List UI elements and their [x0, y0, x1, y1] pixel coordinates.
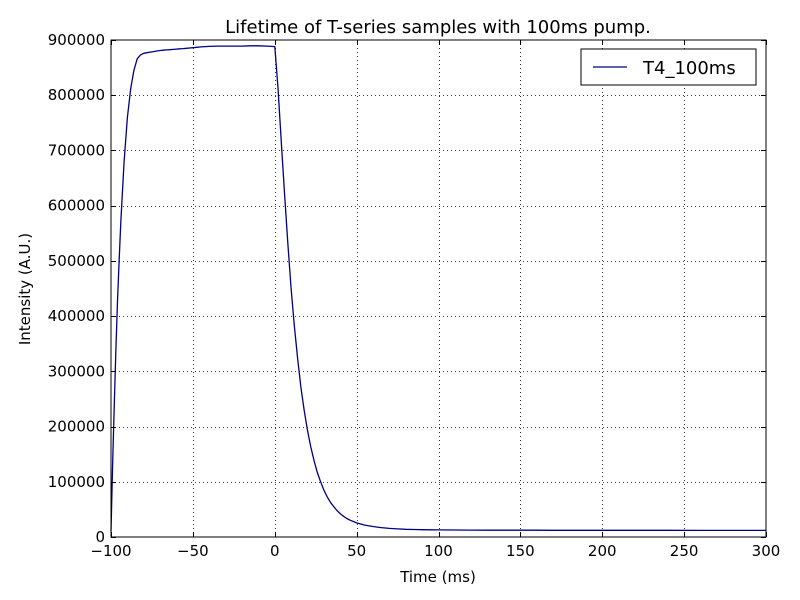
x-tick-label: 200 [588, 542, 617, 560]
x-tick-label: 300 [752, 542, 781, 560]
x-tick-label: 100 [424, 542, 453, 560]
legend-label: T4_100ms [642, 58, 736, 79]
y-tick-label: 200000 [48, 418, 105, 436]
x-tick-label: 150 [506, 542, 535, 560]
plot-frame [110, 39, 767, 538]
y-tick-label: 900000 [48, 31, 105, 49]
y-tick-label: 600000 [48, 197, 105, 215]
series-line-t4-100ms [110, 45, 766, 532]
series-layer [110, 45, 766, 532]
y-tick-labels: 0 100000 200000 300000 400000 500000 600000 700… [48, 31, 105, 546]
y-axis-label: Intensity (A.U.) [16, 233, 34, 345]
x-tick-labels: −100 −50 0 50 100 150 200 250 300 [90, 542, 780, 560]
x-tick-label: 250 [670, 542, 699, 560]
plot-background [111, 40, 766, 537]
y-tick-label: 500000 [48, 252, 105, 270]
x-tick-label: −100 [90, 542, 131, 560]
x-axis-label: Time (ms) [399, 568, 476, 586]
y-tick-label: 0 [95, 528, 105, 546]
x-tick-label: 0 [270, 542, 280, 560]
y-tick-label: 400000 [48, 307, 105, 325]
grid [111, 40, 766, 537]
chart-title: Lifetime of T-series samples with 100ms … [225, 17, 651, 38]
x-tick-label: 50 [347, 542, 366, 560]
y-tick-label: 700000 [48, 141, 105, 159]
y-tick-label: 300000 [48, 362, 105, 380]
ticks [111, 40, 767, 538]
x-tick-label: −50 [177, 542, 209, 560]
legend: T4_100ms [580, 48, 757, 86]
y-tick-label: 100000 [48, 473, 105, 491]
y-tick-label: 800000 [48, 86, 105, 104]
